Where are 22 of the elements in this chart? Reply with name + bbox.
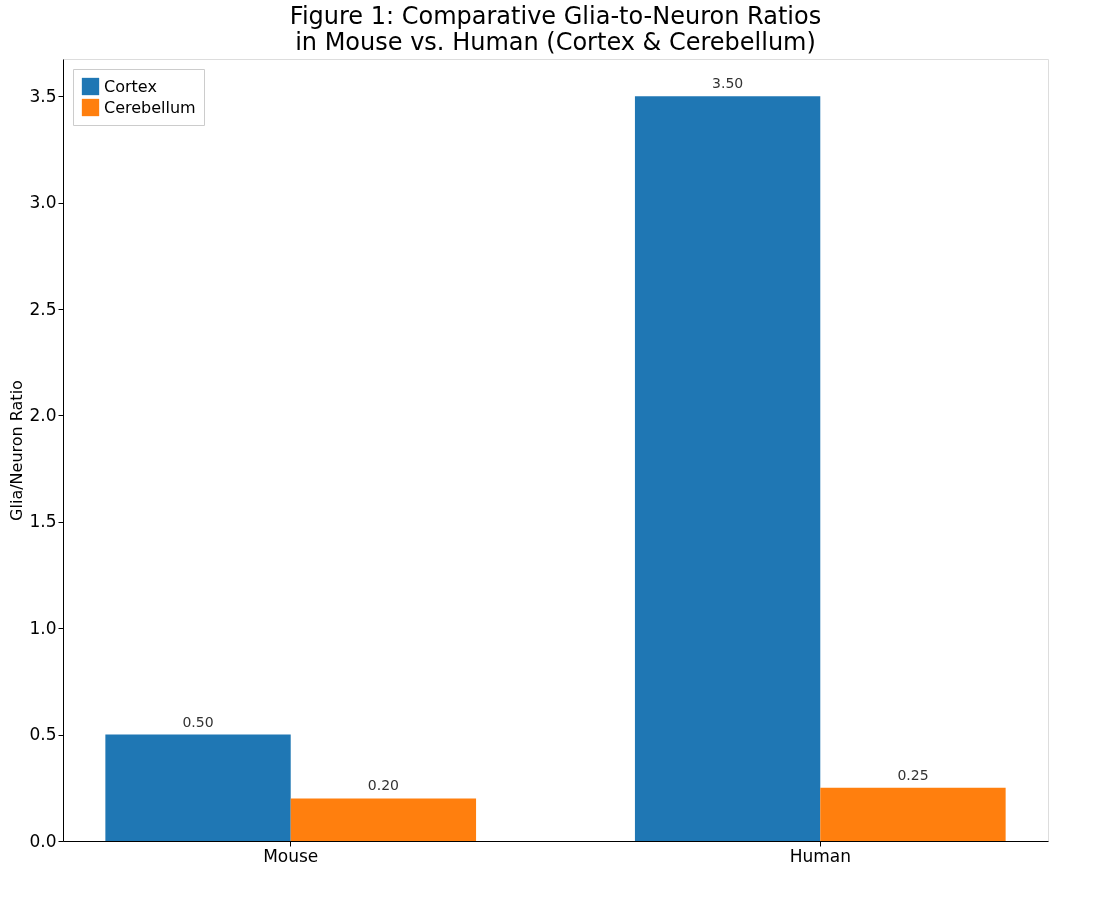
bar — [290, 798, 477, 841]
bar — [105, 734, 291, 841]
y-tick-label: 2.0 — [29, 404, 57, 425]
legend-label: Cortex — [104, 76, 157, 96]
data-label: 0.25 — [897, 766, 929, 783]
y-tick-label: 3.0 — [29, 192, 57, 213]
y-tick-label: 1.0 — [29, 617, 57, 638]
y-axis-title: Glia/Neuron Ratio — [7, 380, 27, 521]
y-tick-label: 0.5 — [29, 724, 57, 745]
bar — [634, 96, 821, 841]
x-tick-label: Mouse — [263, 845, 319, 866]
x-tick-label: Human — [789, 845, 851, 866]
y-tick-label: 3.5 — [29, 85, 57, 106]
y-tick-label: 0.0 — [29, 830, 57, 851]
data-label: 0.50 — [182, 713, 214, 730]
y-tick-label: 2.5 — [29, 298, 57, 319]
legend-label: Cerebellum — [104, 97, 196, 117]
data-label: 3.50 — [712, 75, 744, 92]
chart-title: Figure 1: Comparative Glia-to-Neuron Ratios in Mouse vs. Human (Cortex & Cerebellum) — [289, 2, 822, 56]
y-tick-label: 1.5 — [29, 511, 57, 532]
bar — [820, 787, 1006, 841]
data-label: 0.20 — [367, 777, 399, 794]
